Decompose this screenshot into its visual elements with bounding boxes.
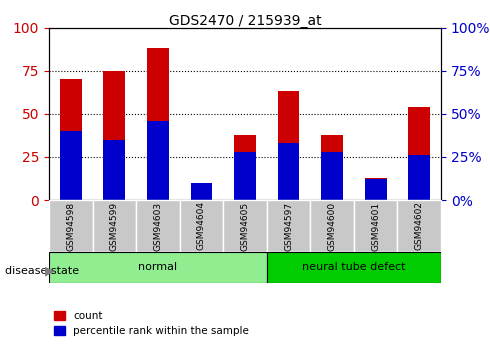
Bar	[278, 143, 299, 200]
Bar	[365, 178, 387, 200]
Bar	[223, 200, 267, 252]
Text: GSM94604: GSM94604	[197, 201, 206, 250]
Text: disease state: disease state	[5, 266, 79, 276]
Bar	[49, 200, 93, 252]
Bar	[103, 140, 125, 200]
Bar	[321, 135, 343, 200]
Text: GSM94605: GSM94605	[241, 201, 249, 250]
Bar	[103, 71, 125, 200]
Text: GDS2470 / 215939_at: GDS2470 / 215939_at	[169, 14, 321, 28]
Bar	[191, 183, 212, 200]
Bar	[60, 131, 82, 200]
Text: GSM94599: GSM94599	[110, 201, 119, 250]
Text: GSM94600: GSM94600	[328, 201, 337, 250]
Text: normal: normal	[138, 263, 177, 272]
Bar	[365, 179, 387, 200]
Text: GSM94598: GSM94598	[66, 201, 75, 250]
Bar	[93, 200, 136, 252]
Text: GSM94602: GSM94602	[415, 201, 424, 250]
Text: ▶: ▶	[45, 264, 55, 277]
Bar	[234, 152, 256, 200]
Bar	[267, 200, 310, 252]
Bar	[60, 79, 82, 200]
Bar	[267, 252, 441, 283]
Bar	[147, 48, 169, 200]
Bar	[321, 152, 343, 200]
Legend: count, percentile rank within the sample: count, percentile rank within the sample	[54, 311, 249, 336]
Bar	[136, 200, 180, 252]
Bar	[354, 200, 397, 252]
Bar	[397, 200, 441, 252]
Bar	[191, 183, 212, 200]
Bar	[310, 200, 354, 252]
Bar	[49, 252, 267, 283]
Bar	[180, 200, 223, 252]
Text: neural tube defect: neural tube defect	[302, 263, 406, 272]
Text: GSM94597: GSM94597	[284, 201, 293, 250]
Text: GSM94601: GSM94601	[371, 201, 380, 250]
Bar	[147, 121, 169, 200]
Text: GSM94603: GSM94603	[153, 201, 162, 250]
Bar	[234, 135, 256, 200]
Bar	[408, 155, 430, 200]
Bar	[278, 91, 299, 200]
Bar	[408, 107, 430, 200]
